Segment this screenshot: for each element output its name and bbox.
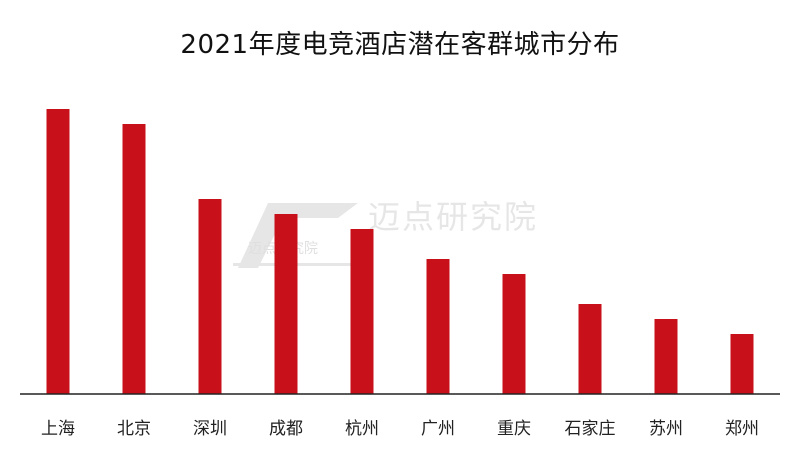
x-tick-label: 郑州	[725, 419, 759, 439]
chart-title: 2021年度电竞酒店潜在客群城市分布	[180, 30, 620, 60]
x-tick-label: 广州	[421, 419, 455, 439]
bar-3	[274, 214, 298, 394]
bar-4	[350, 229, 374, 394]
bar-6	[502, 274, 526, 394]
bar-7	[578, 304, 602, 394]
x-tick-label: 成都	[269, 419, 303, 439]
bar-8	[654, 319, 678, 394]
x-tick-labels: 上海 北京 深圳 成都 杭州 广州 重庆 石家庄 苏州 郑州	[41, 419, 759, 439]
x-tick-label: 北京	[117, 419, 151, 439]
bar-9	[730, 334, 754, 394]
bar-5	[426, 259, 450, 394]
x-tick-label: 石家庄	[565, 419, 616, 439]
x-tick-label: 深圳	[193, 419, 227, 439]
bar-0	[46, 109, 70, 394]
x-tick-label: 重庆	[497, 419, 531, 439]
bars	[46, 109, 754, 394]
bar-2	[198, 199, 222, 394]
bar-1	[122, 124, 146, 394]
x-tick-label: 杭州	[345, 419, 379, 439]
x-tick-label: 苏州	[649, 419, 683, 439]
x-tick-label: 上海	[41, 419, 75, 439]
